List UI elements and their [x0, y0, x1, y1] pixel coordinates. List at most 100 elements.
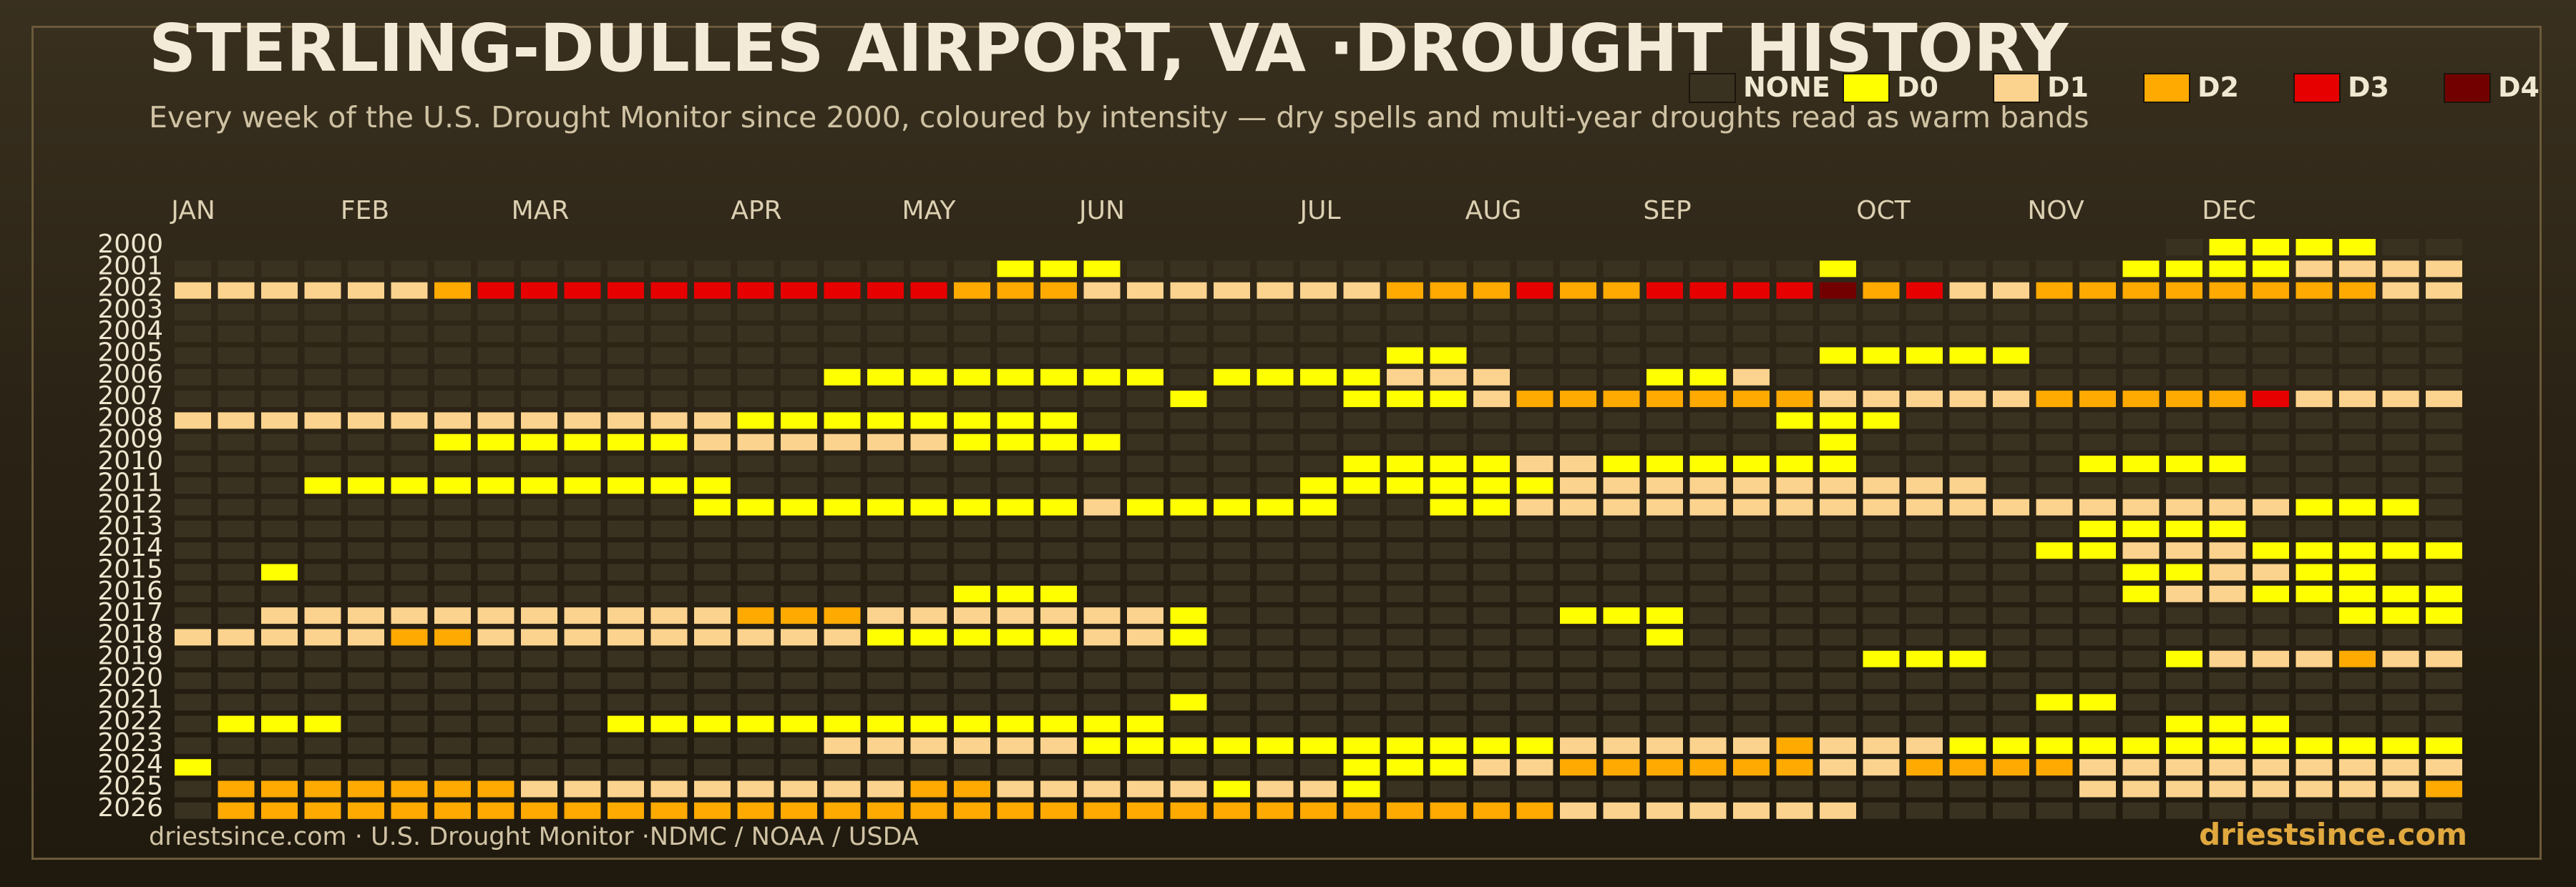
week-cell: [1949, 391, 1986, 408]
week-cell: [1040, 607, 1077, 624]
week-cell: [1733, 456, 1770, 472]
week-cell: [1516, 433, 1553, 451]
week-cell: [1343, 650, 1380, 667]
week-cell: [1689, 629, 1727, 646]
week-cell: [1214, 477, 1250, 494]
week-cell: [1603, 780, 1640, 798]
week-cell: [2209, 607, 2246, 624]
week-cell: [781, 607, 817, 624]
week-cell: [1040, 672, 1077, 689]
week-cell: [434, 477, 471, 494]
week-cell: [1516, 650, 1553, 667]
week-cell: [2296, 802, 2333, 819]
week-cell: [1214, 564, 1250, 581]
week-cell: [175, 499, 211, 516]
month-label-may: MAY: [902, 196, 957, 225]
week-cell: [2036, 585, 2073, 602]
week-cell: [391, 391, 428, 408]
week-cell: [261, 737, 298, 754]
week-cell: [521, 585, 557, 602]
week-cell: [1473, 802, 1510, 819]
week-cell: [2166, 802, 2202, 819]
week-cell: [1560, 802, 1596, 819]
week-cell: [737, 780, 774, 798]
week-cell: [1863, 585, 1900, 602]
week-cell: [737, 433, 774, 451]
week-cell: [694, 303, 731, 320]
week-cell: [1820, 759, 1856, 776]
week-cell: [1646, 347, 1683, 364]
week-cell: [954, 368, 990, 386]
week-cell: [1387, 303, 1423, 320]
week-cell: [348, 737, 384, 754]
week-cell: [1430, 391, 1467, 408]
week-cell: [954, 629, 990, 646]
week-cell: [1603, 520, 1640, 537]
week-cell: [954, 780, 990, 798]
week-cell: [1300, 629, 1337, 646]
week-cell: [2253, 585, 2289, 602]
week-cell: [694, 607, 731, 624]
week-cell: [1387, 456, 1423, 472]
week-cell: [1603, 412, 1640, 429]
week-cell: [261, 759, 298, 776]
week-cell: [1343, 629, 1380, 646]
week-cell: [2036, 694, 2073, 711]
week-cell: [650, 499, 688, 516]
week-cell: [1516, 303, 1553, 320]
week-cell: [1949, 477, 1986, 494]
week-cell: [2036, 368, 2073, 386]
week-cell: [1127, 650, 1163, 667]
week-cell: [1387, 433, 1423, 451]
week-cell: [261, 650, 298, 667]
week-cell: [1040, 325, 1077, 343]
week-cell: [218, 477, 255, 494]
week-cell: [1776, 325, 1813, 343]
week-cell: [261, 607, 298, 624]
week-cell: [1300, 650, 1337, 667]
week-cell: [2426, 607, 2462, 624]
week-cell: [1776, 802, 1813, 819]
week-cell: [521, 694, 557, 711]
week-cell: [910, 629, 947, 646]
week-cell: [1257, 499, 1294, 516]
week-cell: [1906, 347, 1943, 364]
week-cell: [477, 694, 514, 711]
week-cell: [1949, 347, 1986, 364]
week-cell: [1040, 564, 1077, 581]
week-cell: [1516, 391, 1553, 408]
week-cell: [564, 347, 601, 364]
week-cell: [694, 737, 731, 754]
week-cell: [391, 564, 428, 581]
week-cell: [867, 347, 904, 364]
year-label-2005: 2005: [97, 338, 163, 368]
week-cell: [521, 715, 557, 732]
week-cell: [737, 737, 774, 754]
week-cell: [1820, 391, 1856, 408]
week-cell: [1214, 542, 1250, 559]
week-cell: [2426, 433, 2462, 451]
week-cell: [1820, 347, 1856, 364]
week-cell: [1993, 585, 2029, 602]
week-cell: [954, 759, 990, 776]
week-cell: [1776, 282, 1813, 299]
week-cell: [1170, 347, 1207, 364]
week-cell: [2426, 499, 2462, 516]
week-cell: [1733, 391, 1770, 408]
week-cell: [304, 715, 341, 732]
week-cell: [1387, 564, 1423, 581]
week-cell: [1343, 260, 1380, 278]
week-cell: [650, 629, 688, 646]
week-cell: [1300, 325, 1337, 343]
week-cell: [954, 260, 990, 278]
month-label-sep: SEP: [1643, 196, 1691, 225]
week-cell: [650, 672, 688, 689]
week-cell: [737, 607, 774, 624]
week-cell: [1646, 477, 1683, 494]
week-cell: [608, 368, 644, 386]
week-cell: [175, 542, 211, 559]
brand-link[interactable]: driestsince.com: [2199, 817, 2467, 852]
week-cell: [1863, 499, 1900, 516]
week-cell: [2426, 325, 2462, 343]
week-cell: [694, 347, 731, 364]
